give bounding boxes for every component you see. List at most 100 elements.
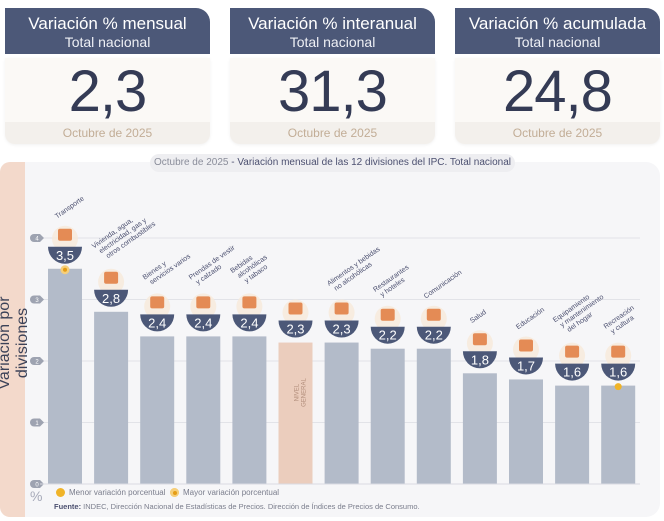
value-badge: [186, 314, 221, 332]
y-tick-marker: [30, 357, 44, 365]
umbrella-sun-icon-shape: [611, 345, 626, 358]
category-label: Equipamientoy mantenimientodel hogar: [552, 287, 610, 337]
bar: [48, 268, 82, 484]
category-label-line: Salud: [469, 309, 488, 325]
bar: [94, 311, 129, 484]
card-body: 24,8 Octubre de 2025: [455, 58, 660, 144]
y-tick-label: 2: [35, 360, 39, 366]
chart-title-sep: -: [228, 157, 238, 168]
comb-scissors-icon-shape: [150, 296, 165, 309]
category-label: Recreacióny cultura: [603, 305, 641, 338]
card-header: Variación % interanual Total nacional: [230, 8, 435, 54]
card-subtitle: Total nacional: [514, 34, 601, 50]
card-period: Octubre de 2025: [455, 122, 660, 144]
value-label: 1,7: [517, 358, 535, 373]
category-label: Restaurantesy hoteles: [372, 264, 415, 300]
bar: [601, 385, 636, 484]
bar: [232, 336, 267, 484]
card-period: Octubre de 2025: [230, 122, 435, 144]
legend-min: Menor variación porcentual: [56, 488, 166, 498]
chart-title: Octubre de 2025 - Variación mensual de l…: [150, 154, 515, 172]
value-label: 1,8: [471, 352, 489, 367]
y-tick-marker: [30, 480, 44, 488]
category-label: Bienes yservicios varios: [142, 246, 193, 288]
card-yoy: Variación % interanual Total nacional 31…: [230, 8, 435, 146]
value-badge: [94, 289, 129, 307]
legend-max: Mayor variación porcentual: [170, 488, 279, 498]
card-subtitle: Total nacional: [289, 34, 376, 50]
category-label: Educación: [515, 307, 546, 332]
category-label-line: Alimentos y bebidas: [326, 246, 382, 288]
card-title: Variación % mensual: [28, 14, 187, 33]
value-label: 2,8: [102, 291, 120, 306]
y-tick-label: 1: [35, 421, 39, 427]
category-label: Bebidasalcohólicasy tabaco: [229, 247, 273, 288]
notebook-icon-shape: [519, 339, 533, 352]
clothes-icon-shape: [196, 296, 211, 309]
card-subtitle: Total nacional: [64, 34, 151, 50]
car-icon-shape: [58, 228, 72, 241]
value-label: 1,6: [609, 365, 627, 380]
chicken-icon-shape: [334, 302, 349, 315]
value-label: 2,3: [333, 322, 351, 337]
legend-min-label: Menor variación porcentual: [69, 488, 166, 497]
bar: [324, 342, 359, 484]
value-badge: [370, 326, 405, 344]
source-text: INDEC, Dirección Nacional de Estadística…: [81, 502, 420, 511]
bottle-glass-icon-shape: [242, 296, 257, 309]
value-badge: [416, 326, 451, 344]
shopping-basket-icon-shape: [288, 302, 303, 315]
nivel-general-label-line: GENERAL: [302, 378, 308, 407]
card-title: Variación % interanual: [248, 14, 417, 33]
source-label: Fuente:: [54, 502, 82, 511]
category-label: Comunicación: [423, 269, 463, 300]
value-badge: [462, 351, 497, 369]
bar: [186, 336, 221, 484]
value-badge: [140, 314, 175, 332]
value-label: 2,2: [425, 328, 443, 343]
value-badge: [324, 320, 359, 338]
card-body: 2,3 Octubre de 2025: [5, 58, 210, 144]
value-label: 3,5: [56, 248, 74, 263]
card-period: Octubre de 2025: [5, 122, 210, 144]
bar: [370, 348, 405, 484]
legend-max-marker: [170, 488, 179, 498]
y-tick-label: 4: [35, 237, 39, 243]
value-label: 2,4: [240, 315, 258, 330]
value-badge: [48, 246, 82, 264]
bar: [509, 379, 543, 484]
card-value: 2,3: [68, 59, 148, 124]
chart-title-text: Variación mensual de las 12 divisiones d…: [237, 157, 512, 168]
lightbulb-icon-shape: [104, 271, 119, 284]
value-label: 2,4: [194, 315, 212, 330]
y-tick-marker: [30, 418, 44, 427]
appliance-icon-shape: [565, 345, 580, 358]
category-label-line: Comunicación: [423, 269, 463, 300]
value-label: 2,2: [379, 328, 397, 343]
chart-title-period: Octubre de 2025: [153, 157, 229, 168]
card-value: 31,3: [278, 59, 388, 124]
plate-cutlery-icon-shape: [380, 308, 395, 321]
first-aid-icon-shape: [472, 333, 487, 346]
card-value: 24,8: [503, 59, 613, 124]
card-header: Variación % acumulada Total nacional: [455, 8, 660, 54]
bar: [140, 336, 175, 484]
bar: [416, 348, 451, 484]
nivel-general-label-line: NIVEL: [295, 383, 301, 401]
y-tick-label: 0: [35, 483, 39, 489]
value-badge: [509, 357, 543, 375]
value-badge: [601, 363, 636, 381]
y-tick-marker: [30, 234, 44, 242]
bar: [555, 385, 590, 484]
card-body: 31,3 Octubre de 2025: [230, 58, 435, 144]
card-title: Variación % acumulada: [468, 14, 647, 33]
category-label: Salud: [469, 309, 488, 325]
card-header: Variación % mensual Total nacional: [5, 8, 210, 54]
side-band: [0, 162, 25, 517]
bar-nivel-general: [278, 342, 313, 484]
unit-label: %: [30, 488, 43, 504]
y-tick-label: 3: [35, 298, 39, 304]
source-note: Fuente: INDEC, Dirección Nacional de Est…: [54, 502, 420, 511]
value-badge: [232, 314, 267, 332]
